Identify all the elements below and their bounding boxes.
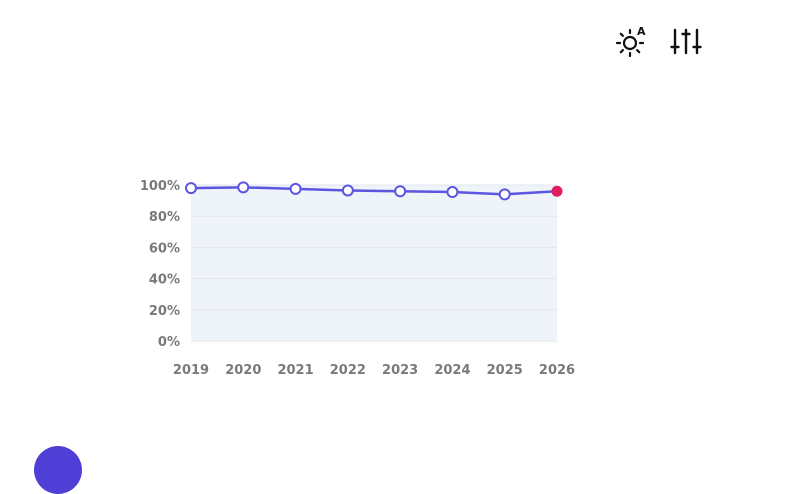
y-tick-label: 0%: [158, 335, 180, 350]
data-point: [394, 185, 407, 198]
data-point: [498, 188, 511, 201]
chart-toolbar: A: [610, 22, 710, 62]
x-tick-label: 2023: [382, 363, 418, 378]
chart: 0% 20% 40% 60% 80% 100% 2019 2020 2021 2022 2023 20…: [120, 160, 600, 390]
y-tick-label: 40%: [149, 273, 180, 288]
svg-text:A: A: [637, 25, 646, 38]
x-tick-label: 2022: [330, 363, 366, 378]
data-point: [341, 184, 354, 197]
latest-data-point: [551, 185, 563, 197]
y-tick-label: 20%: [149, 304, 180, 319]
y-tick-label: 80%: [149, 210, 180, 225]
brightness-auto-icon: A: [615, 25, 646, 58]
data-point: [446, 186, 459, 199]
data-point: [237, 181, 250, 194]
sliders-icon: [670, 28, 702, 55]
filters-button[interactable]: [666, 22, 706, 62]
plot-area: [191, 185, 557, 341]
data-point: [185, 182, 197, 195]
x-tick-label: 2020: [225, 363, 261, 378]
theme-toggle-button[interactable]: A: [610, 22, 650, 62]
line-chart: 0% 20% 40% 60% 80% 100% 2019 2020 2021 2022 2023 20…: [140, 179, 575, 378]
series-line: [190, 186, 558, 196]
data-point: [289, 182, 302, 195]
y-tick-label: 100%: [140, 179, 180, 194]
x-tick-label: 2025: [487, 363, 523, 378]
x-tick-label: 2026: [539, 363, 575, 378]
x-tick-label: 2021: [277, 363, 313, 378]
x-tick-label: 2019: [173, 363, 209, 378]
x-tick-label: 2024: [434, 363, 470, 378]
y-tick-label: 60%: [149, 241, 180, 256]
avatar[interactable]: [34, 446, 82, 494]
